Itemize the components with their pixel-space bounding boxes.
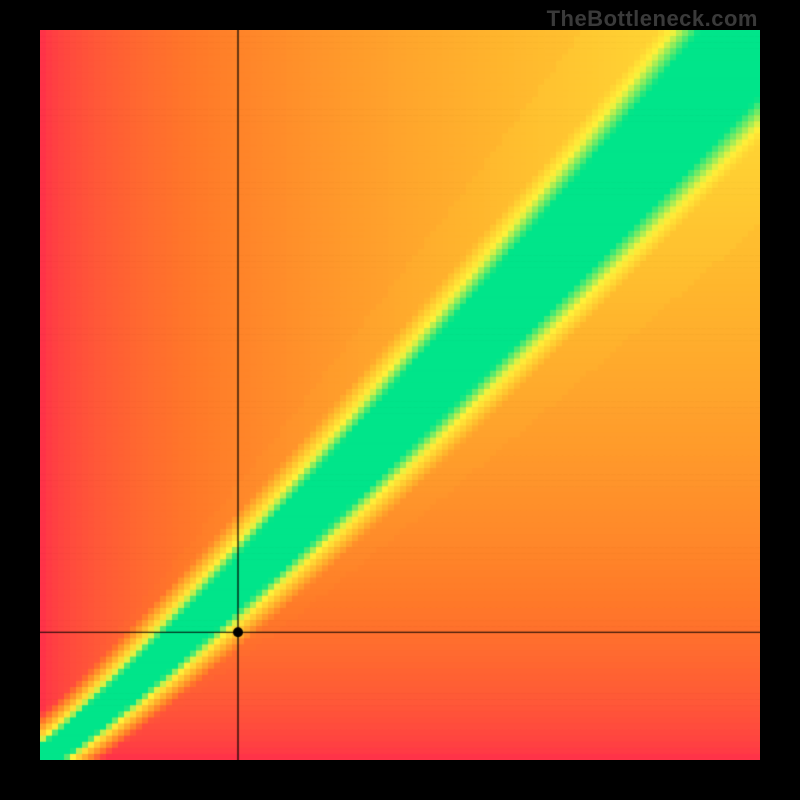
bottleneck-heatmap	[40, 30, 760, 760]
watermark-text: TheBottleneck.com	[547, 6, 758, 32]
chart-container: TheBottleneck.com	[0, 0, 800, 800]
